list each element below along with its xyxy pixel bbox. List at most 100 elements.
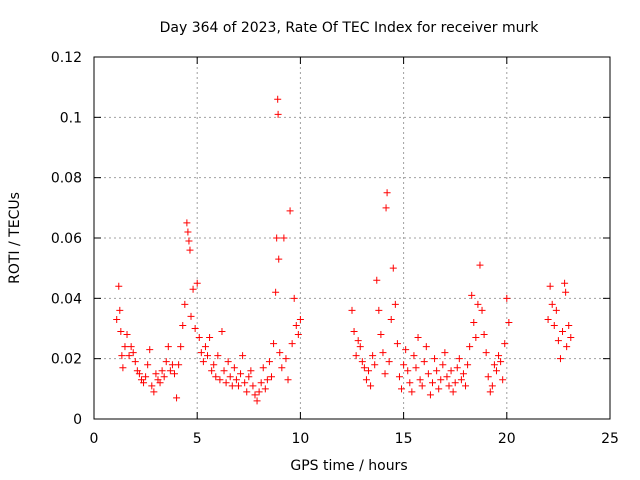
data-point — [152, 370, 160, 378]
data-point — [168, 361, 176, 369]
y-tick-label: 0.04 — [51, 291, 82, 307]
y-tick-label: 0.1 — [60, 110, 82, 126]
data-point — [179, 321, 187, 329]
data-point — [164, 343, 172, 351]
y-tick-label: 0.06 — [51, 231, 82, 247]
data-point — [431, 355, 439, 363]
data-point — [214, 352, 222, 360]
data-point — [422, 343, 430, 351]
data-point — [208, 367, 216, 375]
data-point — [373, 276, 381, 284]
data-point — [115, 282, 123, 290]
data-point — [447, 367, 455, 375]
data-point — [220, 367, 228, 375]
x-tick-label: 10 — [291, 431, 309, 447]
data-point — [466, 343, 474, 351]
data-point — [379, 349, 387, 357]
data-point — [484, 373, 492, 381]
data-point — [445, 382, 453, 390]
data-point — [474, 300, 482, 308]
data-point — [140, 379, 148, 387]
data-point — [195, 334, 203, 342]
data-point — [113, 315, 121, 323]
data-point — [470, 318, 478, 326]
chart-title: Day 364 of 2023, Rate Of TEC Index for r… — [160, 20, 540, 36]
data-point — [488, 382, 496, 390]
data-point — [181, 300, 189, 308]
data-point — [270, 340, 278, 348]
x-tick-label: 5 — [193, 431, 202, 447]
data-point — [563, 343, 571, 351]
data-point — [424, 370, 432, 378]
y-axis-title: ROTI / TECUs — [7, 192, 23, 284]
data-point — [117, 328, 125, 336]
data-point — [426, 391, 434, 399]
data-point — [490, 361, 498, 369]
data-point — [228, 382, 236, 390]
x-tick-label: 15 — [395, 431, 413, 447]
data-point — [249, 382, 257, 390]
data-point — [393, 340, 401, 348]
y-tick-label: 0.08 — [51, 171, 82, 187]
data-point — [201, 343, 209, 351]
data-point — [144, 361, 152, 369]
data-point — [166, 367, 174, 375]
data-point — [389, 264, 397, 272]
data-point — [284, 376, 292, 384]
data-point — [548, 300, 556, 308]
data-point — [272, 288, 280, 296]
data-point — [241, 379, 249, 387]
x-tick-label: 0 — [90, 431, 99, 447]
data-point — [206, 334, 214, 342]
data-point — [356, 343, 364, 351]
data-point — [367, 382, 375, 390]
data-point — [457, 376, 465, 384]
data-point — [123, 331, 131, 339]
data-point — [292, 321, 300, 329]
data-point — [395, 373, 403, 381]
y-tick-label: 0.02 — [51, 352, 82, 368]
data-point — [428, 379, 436, 387]
data-point — [275, 255, 283, 263]
data-point — [251, 391, 259, 399]
data-point — [282, 355, 290, 363]
data-point — [146, 346, 154, 354]
data-point — [210, 361, 218, 369]
data-point — [381, 370, 389, 378]
data-point — [453, 364, 461, 372]
data-point — [170, 370, 178, 378]
data-point — [499, 376, 507, 384]
data-point — [175, 361, 183, 369]
data-point — [150, 388, 158, 396]
data-point — [385, 358, 393, 366]
data-point — [186, 246, 194, 254]
data-point — [559, 328, 567, 336]
data-point — [189, 285, 197, 293]
data-point — [544, 315, 552, 323]
data-point — [561, 279, 569, 287]
data-point — [263, 376, 271, 384]
data-point — [391, 300, 399, 308]
data-point — [418, 382, 426, 390]
data-point — [148, 382, 156, 390]
data-point — [162, 358, 170, 366]
data-point — [142, 373, 150, 381]
data-point — [383, 189, 391, 197]
data-point — [226, 373, 234, 381]
data-point — [420, 358, 428, 366]
data-point — [274, 110, 282, 118]
data-point — [478, 306, 486, 314]
data-point — [273, 234, 281, 242]
data-point — [259, 364, 267, 372]
data-point — [243, 388, 251, 396]
data-point — [193, 279, 201, 287]
data-point — [503, 294, 511, 302]
data-point — [280, 234, 288, 242]
data-point — [218, 328, 226, 336]
data-point — [480, 331, 488, 339]
data-point — [402, 346, 410, 354]
data-point — [550, 321, 558, 329]
data-point — [239, 352, 247, 360]
